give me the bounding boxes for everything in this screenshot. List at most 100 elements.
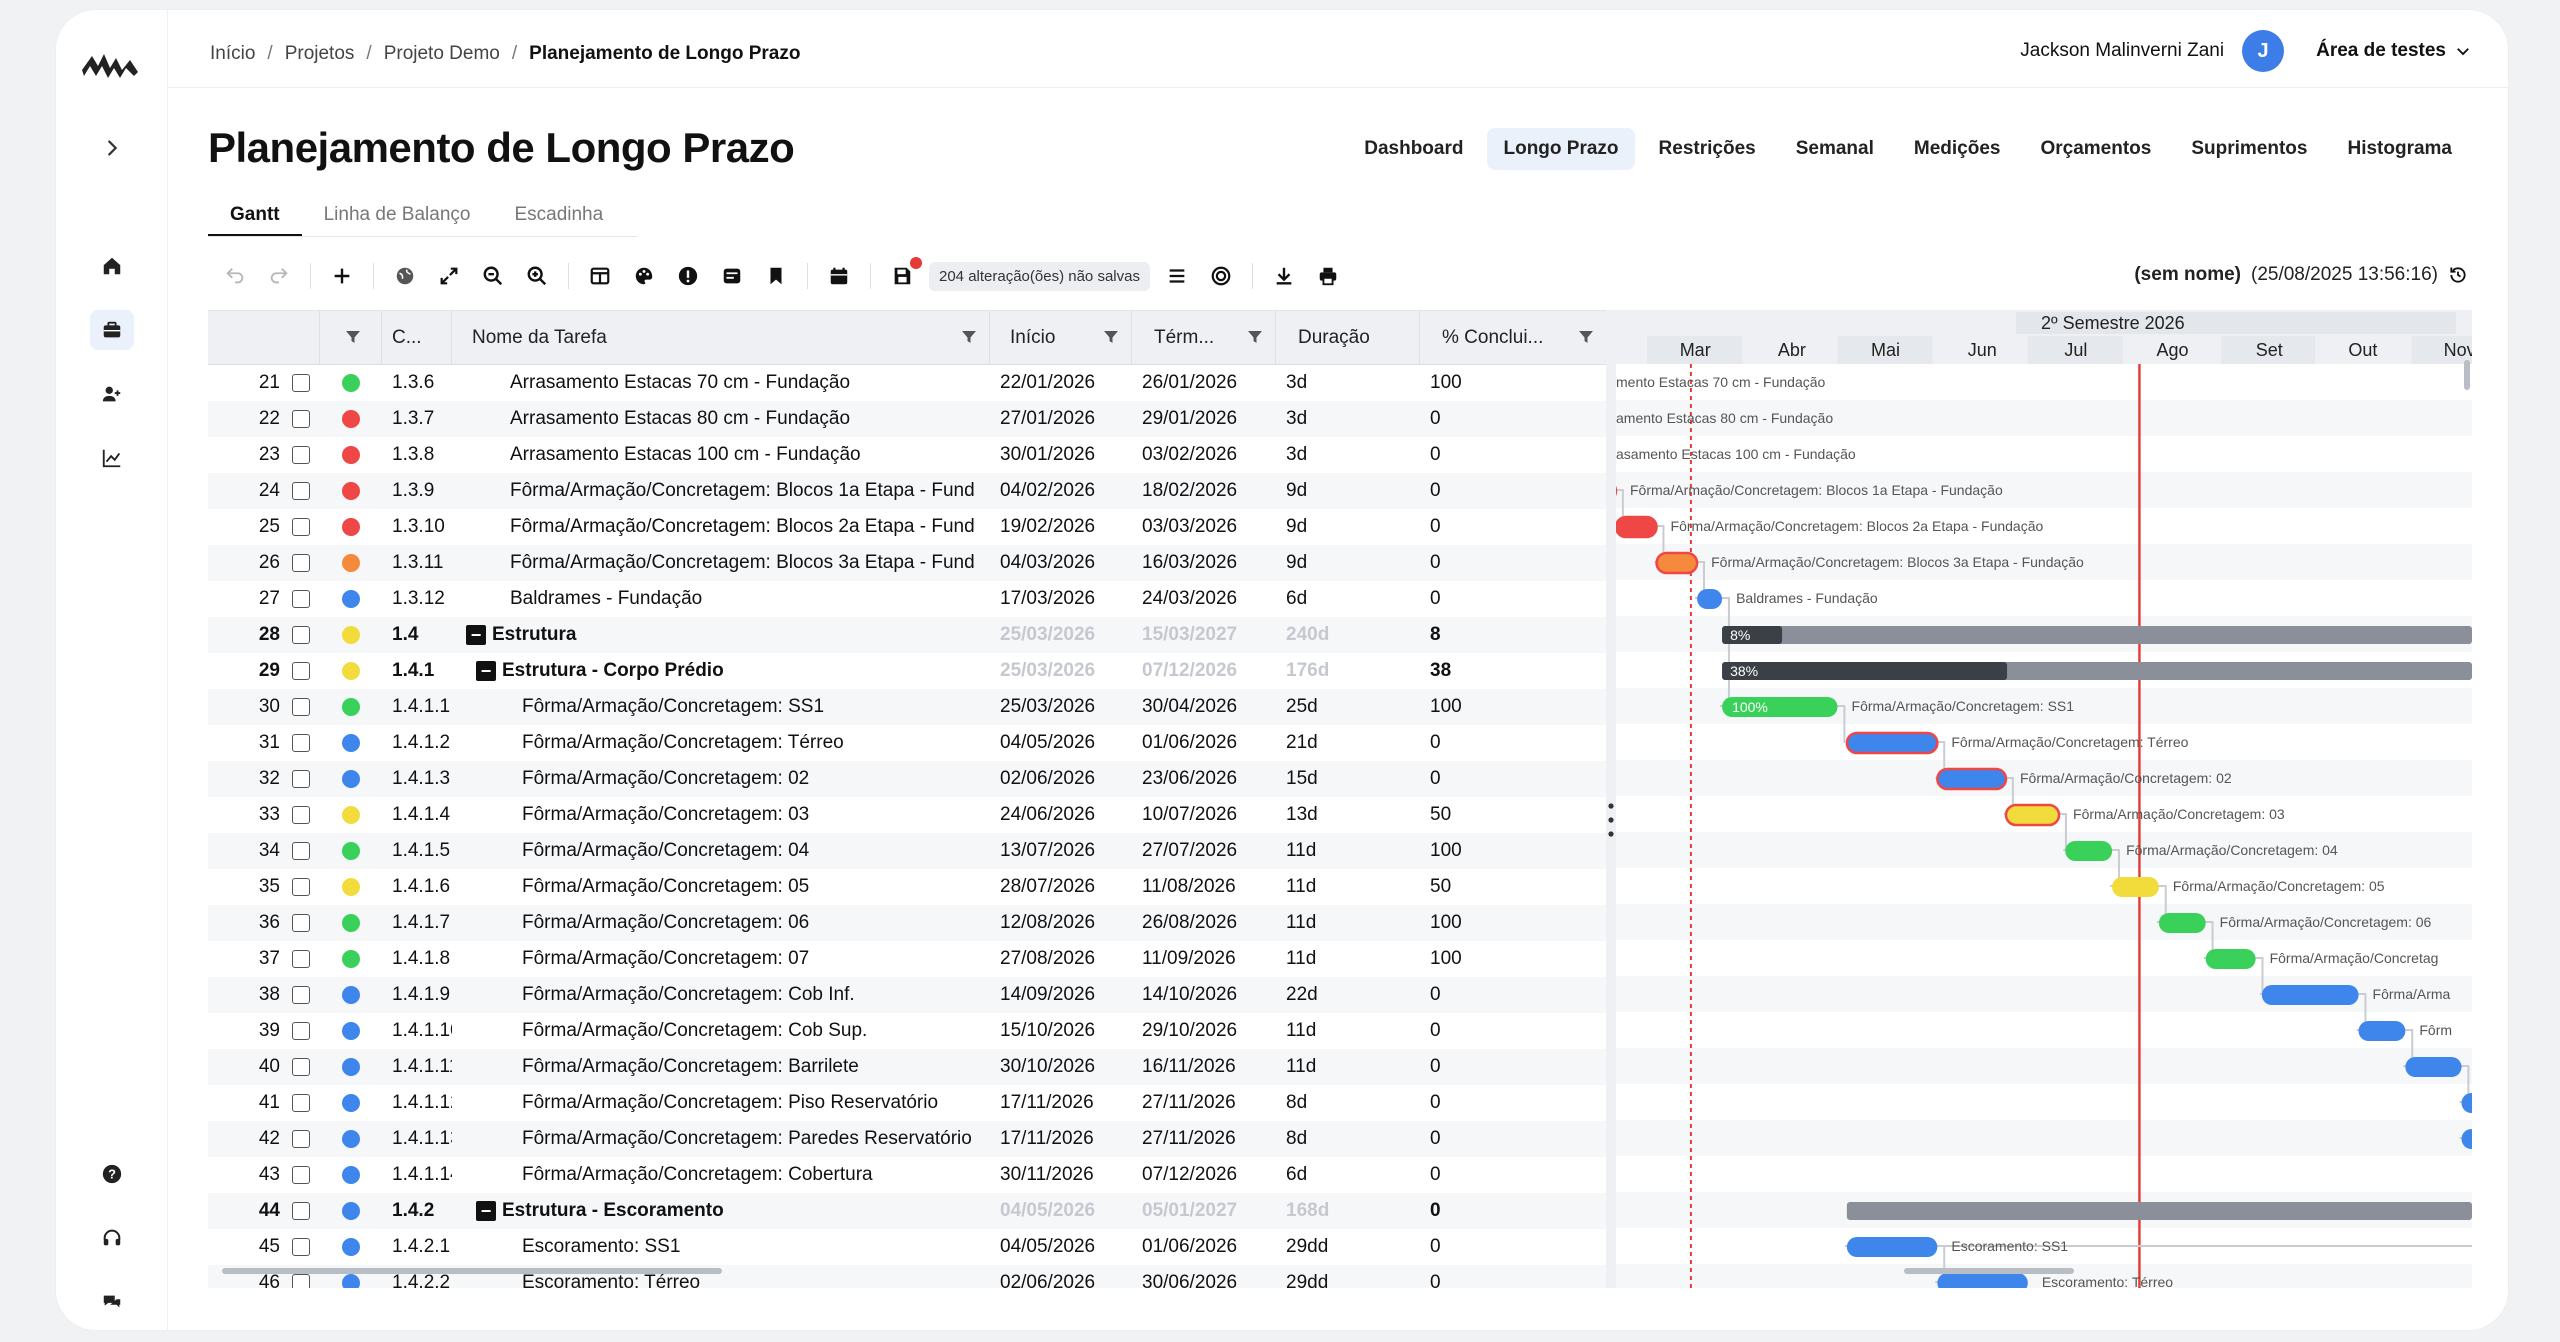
- table-row[interactable]: 42 1.4.1.13 Fôrma/Armação/Concretagem: Par…: [208, 1121, 1606, 1157]
- table-row[interactable]: 34 1.4.1.5 Fôrma/Armação/Concretagem: 04 13…: [208, 833, 1606, 869]
- row-select[interactable]: [288, 977, 320, 1013]
- chat-button[interactable]: [90, 1282, 134, 1322]
- task-end[interactable]: 29/01/2026: [1142, 408, 1238, 429]
- column-header-code[interactable]: C...: [382, 311, 452, 365]
- task-end[interactable]: 11/09/2026: [1142, 948, 1236, 969]
- task-start[interactable]: 04/02/2026: [1000, 480, 1096, 501]
- target-button[interactable]: [1204, 259, 1238, 293]
- task-name[interactable]: Fôrma/Armação/Concretagem: Cob Sup.: [452, 1013, 990, 1049]
- task-end[interactable]: 26/08/2026: [1142, 912, 1238, 933]
- task-start[interactable]: 30/01/2026: [1000, 444, 1096, 465]
- task-bar[interactable]: [2261, 985, 2359, 1005]
- task-percent[interactable]: 100: [1430, 840, 1462, 861]
- fullscreen-button[interactable]: [432, 259, 466, 293]
- table-row[interactable]: 36 1.4.1.7 Fôrma/Armação/Concretagem: 06 12…: [208, 905, 1606, 941]
- task-start[interactable]: 19/02/2026: [1000, 516, 1096, 537]
- task-end[interactable]: 27/07/2026: [1142, 840, 1238, 861]
- zoom-out-button[interactable]: [476, 259, 510, 293]
- column-header-name[interactable]: Nome da Tarefa: [452, 311, 990, 365]
- row-checkbox[interactable]: [292, 842, 310, 860]
- task-start[interactable]: 12/08/2026: [1000, 912, 1096, 933]
- filter-icon[interactable]: [961, 329, 977, 345]
- task-duration[interactable]: 6d: [1286, 588, 1308, 609]
- task-percent[interactable]: 0: [1430, 732, 1441, 753]
- task-start[interactable]: 25/03/2026: [1000, 696, 1096, 717]
- column-header-start[interactable]: Início: [990, 311, 1132, 365]
- task-end[interactable]: 11/08/2026: [1142, 876, 1236, 897]
- row-select[interactable]: [288, 509, 320, 545]
- task-start[interactable]: 02/06/2026: [1000, 768, 1096, 789]
- row-checkbox[interactable]: [292, 1274, 310, 1288]
- task-bar[interactable]: [1655, 551, 1699, 575]
- task-start[interactable]: 04/03/2026: [1000, 552, 1096, 573]
- row-select[interactable]: [288, 581, 320, 617]
- task-duration[interactable]: 25d: [1286, 696, 1318, 717]
- task-name[interactable]: Fôrma/Armação/Concretagem: 07: [452, 941, 990, 977]
- task-bar[interactable]: [2004, 803, 2061, 827]
- row-checkbox[interactable]: [292, 1022, 310, 1040]
- download-button[interactable]: [1267, 259, 1301, 293]
- task-name[interactable]: Fôrma/Armação/Concretagem: 06: [452, 905, 990, 941]
- add-task-button[interactable]: [325, 259, 359, 293]
- task-duration[interactable]: 29dd: [1286, 1272, 1329, 1288]
- row-checkbox[interactable]: [292, 878, 310, 896]
- table-row[interactable]: 43 1.4.1.14 Fôrma/Armação/Concretagem: Cob…: [208, 1157, 1606, 1193]
- task-name[interactable]: − Estrutura - Escoramento: [452, 1193, 990, 1229]
- task-bar[interactable]: [2158, 913, 2206, 933]
- task-percent[interactable]: 0: [1430, 480, 1441, 501]
- task-duration[interactable]: 9d: [1286, 516, 1308, 537]
- row-select[interactable]: [288, 1265, 320, 1288]
- task-duration[interactable]: 11d: [1286, 948, 1317, 969]
- task-end[interactable]: 24/03/2026: [1142, 588, 1238, 609]
- breadcrumb-item-home[interactable]: Início: [210, 43, 256, 64]
- task-name[interactable]: Fôrma/Armação/Concretagem: Blocos 1a Eta…: [452, 473, 990, 509]
- task-percent[interactable]: 0: [1430, 1272, 1441, 1288]
- task-duration[interactable]: 13d: [1286, 804, 1318, 825]
- task-start[interactable]: 04/05/2026: [1000, 1236, 1096, 1257]
- support-button[interactable]: [90, 1218, 134, 1258]
- task-end[interactable]: 10/07/2026: [1142, 804, 1238, 825]
- sidebar-item-home[interactable]: [90, 246, 134, 286]
- row-checkbox[interactable]: [292, 1166, 310, 1184]
- task-name[interactable]: Fôrma/Armação/Concretagem: Cob Inf.: [452, 977, 990, 1013]
- task-end[interactable]: 18/02/2026: [1142, 480, 1238, 501]
- task-name[interactable]: Arrasamento Estacas 80 cm - Fundação: [452, 401, 990, 437]
- task-start[interactable]: 17/11/2026: [1000, 1128, 1094, 1149]
- task-end[interactable]: 16/03/2026: [1142, 552, 1238, 573]
- filter-icon[interactable]: [1103, 329, 1119, 345]
- column-header-duration[interactable]: Duração: [1276, 311, 1420, 365]
- task-end[interactable]: 03/03/2026: [1142, 516, 1238, 537]
- task-percent[interactable]: 100: [1430, 912, 1462, 933]
- menu-button[interactable]: [1160, 259, 1194, 293]
- task-start[interactable]: 04/05/2026: [1000, 1200, 1096, 1221]
- row-select[interactable]: [288, 869, 320, 905]
- task-bar[interactable]: [1937, 1273, 2028, 1288]
- task-percent[interactable]: 0: [1430, 1236, 1441, 1257]
- task-percent[interactable]: 8: [1430, 624, 1441, 645]
- print-button[interactable]: [1311, 259, 1345, 293]
- task-duration[interactable]: 8d: [1286, 1128, 1308, 1149]
- row-checkbox[interactable]: [292, 662, 310, 680]
- save-button[interactable]: [885, 257, 922, 293]
- task-start[interactable]: 27/01/2026: [1000, 408, 1096, 429]
- row-select[interactable]: [288, 545, 320, 581]
- task-percent[interactable]: 0: [1430, 984, 1441, 1005]
- columns-button[interactable]: [583, 259, 617, 293]
- task-bar[interactable]: [2205, 949, 2256, 969]
- column-header-end[interactable]: Térm...: [1132, 311, 1276, 365]
- row-select[interactable]: [288, 437, 320, 473]
- version-name[interactable]: (sem nome): [2134, 264, 2241, 285]
- task-end[interactable]: 30/06/2026: [1142, 1272, 1238, 1288]
- task-bar[interactable]: [1845, 731, 1939, 755]
- row-checkbox[interactable]: [292, 626, 310, 644]
- task-start[interactable]: 25/03/2026: [1000, 624, 1096, 645]
- task-bar[interactable]: [1616, 515, 1658, 539]
- task-end[interactable]: 03/02/2026: [1142, 444, 1238, 465]
- task-name[interactable]: Fôrma/Armação/Concretagem: SS1: [452, 689, 990, 725]
- task-duration[interactable]: 29dd: [1286, 1236, 1329, 1257]
- table-row[interactable]: 45 1.4.2.1 Escoramento: SS1 04/05/2026 01/06…: [208, 1229, 1606, 1265]
- task-percent[interactable]: 100: [1430, 696, 1462, 717]
- table-row[interactable]: 44 1.4.2 − Estrutura - Escoramento 04/05/202…: [208, 1193, 1606, 1229]
- row-select[interactable]: [288, 833, 320, 869]
- task-name[interactable]: Escoramento: Térreo: [452, 1265, 990, 1288]
